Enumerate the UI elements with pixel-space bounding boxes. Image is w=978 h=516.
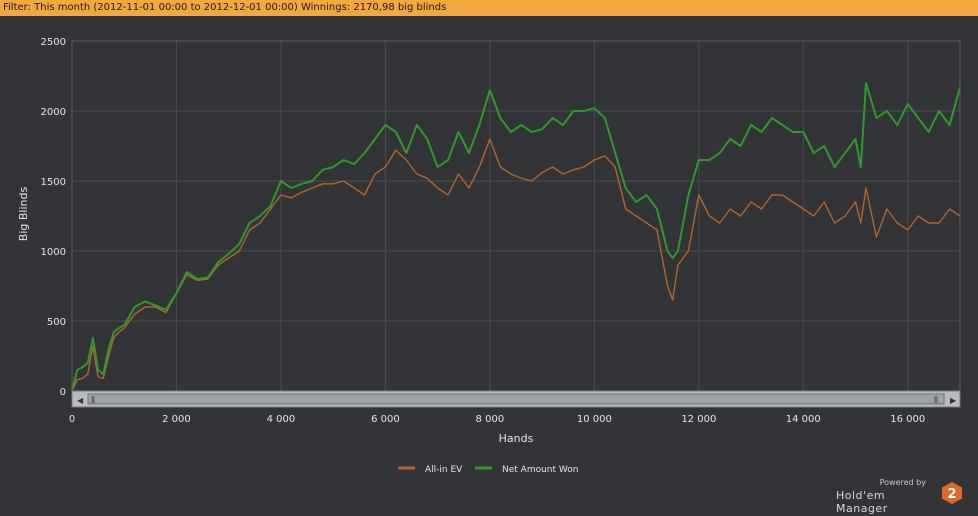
filter-bar: Filter: This month (2012-11-01 00:00 to … [0, 0, 978, 16]
y-tick-labels: 0 500 1000 1500 2000 2500 [41, 37, 66, 398]
x-tick-labels: 0 2 000 4 000 6 000 8 000 10 000 12 000 14 000 1… [69, 414, 925, 425]
x-tick-label: 2 000 [162, 414, 191, 425]
powered-by-label: Powered by [879, 478, 926, 487]
logo-badge-number: 2 [947, 487, 956, 502]
legend: All-in EV Net Amount Won [398, 465, 578, 475]
holdem-manager-logo-icon: 2 [942, 482, 962, 504]
scroll-left-arrow-icon[interactable]: ◀ [77, 396, 84, 405]
scroll-thumb-grip-left-icon: ⦀ [91, 396, 95, 406]
x-tick-label: 4 000 [267, 414, 296, 425]
y-tick-label: 1000 [41, 247, 66, 258]
legend-label-net-amount-won: Net Amount Won [502, 465, 578, 475]
scrollbar-thumb[interactable] [87, 393, 945, 405]
x-tick-label: 6 000 [371, 414, 400, 425]
x-axis-title: Hands [499, 432, 534, 445]
legend-label-all-in-ev: All-in EV [425, 465, 463, 475]
y-tick-label: 2500 [41, 37, 66, 48]
x-tick-label: 8 000 [476, 414, 505, 425]
x-tick-label: 14 000 [786, 414, 821, 425]
y-tick-label: 500 [47, 317, 66, 328]
y-tick-label: 1500 [41, 177, 66, 188]
scroll-thumb-grip-right-icon: ⦀ [934, 396, 938, 406]
y-tick-label: 2000 [41, 107, 66, 118]
x-tick-label: 12 000 [681, 414, 716, 425]
series-lines [71, 82, 961, 392]
series-line-all-in-ev [71, 138, 961, 392]
x-tick-label: 16 000 [890, 414, 925, 425]
chart: 0 500 1000 1500 2000 2500 0 2 000 4 000 6 000 8 0… [17, 37, 961, 475]
gridlines [71, 40, 960, 392]
y-axis-title: Big Blinds [17, 187, 30, 242]
branding: Powered by Hold'em Manager 2 [836, 478, 966, 515]
plot-frame [71, 40, 961, 392]
y-tick-label: 0 [60, 387, 66, 398]
holdem-manager-logo-text: Hold'em Manager [836, 489, 888, 515]
x-tick-label: 0 [69, 414, 75, 425]
series-line-net-amount-won [71, 82, 961, 392]
x-tick-label: 10 000 [577, 414, 612, 425]
scroll-right-arrow-icon[interactable]: ▶ [950, 396, 957, 405]
